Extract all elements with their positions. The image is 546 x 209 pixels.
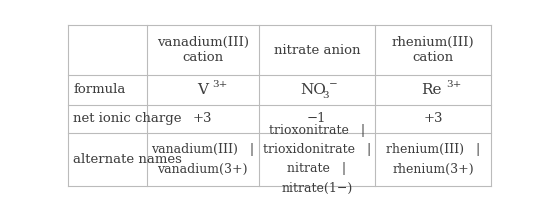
Text: +3: +3 <box>424 112 443 125</box>
Text: Re: Re <box>421 83 441 97</box>
Text: 3: 3 <box>322 91 329 100</box>
Text: rhenium(III)
cation: rhenium(III) cation <box>392 36 474 64</box>
Text: trioxonitrate   |
trioxidonitrate   |
nitrate   |
nitrate(1−): trioxonitrate | trioxidonitrate | nitrat… <box>263 124 371 194</box>
Text: NO: NO <box>300 83 326 97</box>
Text: vanadium(III)
cation: vanadium(III) cation <box>157 36 248 64</box>
Text: −1: −1 <box>307 112 327 125</box>
Text: V: V <box>197 83 208 97</box>
Text: 3+: 3+ <box>212 80 227 89</box>
Text: formula: formula <box>73 83 126 96</box>
Text: nitrate anion: nitrate anion <box>274 43 360 56</box>
Text: rhenium(III)   |
rhenium(3+): rhenium(III) | rhenium(3+) <box>386 143 480 176</box>
Text: alternate names: alternate names <box>73 153 182 166</box>
Text: −: − <box>329 80 337 89</box>
Text: +3: +3 <box>193 112 212 125</box>
Text: 3+: 3+ <box>446 80 461 89</box>
Text: net ionic charge: net ionic charge <box>73 112 182 125</box>
Text: vanadium(III)   |
vanadium(3+): vanadium(III) | vanadium(3+) <box>151 143 254 176</box>
